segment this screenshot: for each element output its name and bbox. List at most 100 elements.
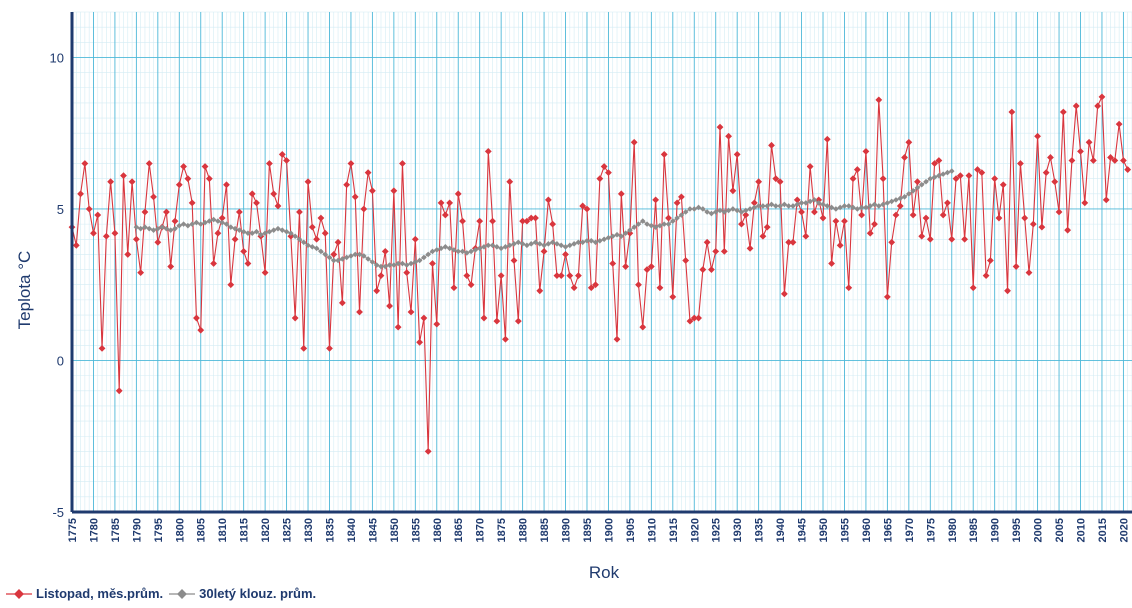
data-point-monthly bbox=[883, 293, 891, 301]
data-point-monthly bbox=[1021, 214, 1029, 222]
data-point-monthly bbox=[720, 247, 728, 255]
data-point-monthly bbox=[879, 175, 887, 183]
data-point-moving bbox=[253, 228, 260, 235]
x-tick-label: 1920 bbox=[689, 518, 701, 542]
data-point-monthly bbox=[360, 205, 368, 213]
data-point-monthly bbox=[1111, 157, 1119, 164]
data-point-monthly bbox=[935, 157, 943, 164]
x-tick-label: 1925 bbox=[711, 518, 723, 542]
data-point-moving bbox=[369, 259, 376, 265]
data-point-moving bbox=[725, 207, 732, 214]
data-point-moving bbox=[545, 241, 552, 247]
data-point-monthly bbox=[480, 314, 488, 322]
data-point-monthly bbox=[677, 193, 685, 201]
data-point-moving bbox=[275, 225, 281, 232]
data-point-monthly bbox=[416, 338, 424, 346]
x-tick-label: 1910 bbox=[646, 518, 658, 542]
data-point-monthly bbox=[1038, 223, 1046, 231]
data-point-moving bbox=[172, 225, 178, 232]
data-point-monthly bbox=[343, 181, 351, 189]
data-point-moving bbox=[348, 253, 354, 259]
data-point-monthly bbox=[188, 199, 196, 207]
data-point-moving bbox=[361, 253, 367, 259]
data-point-moving bbox=[635, 221, 642, 227]
data-point-moving bbox=[206, 218, 213, 224]
data-point-monthly bbox=[493, 317, 501, 325]
x-tick-label: 1875 bbox=[496, 518, 508, 542]
data-point-moving bbox=[768, 201, 775, 208]
data-point-moving bbox=[163, 225, 170, 232]
data-point-monthly bbox=[270, 190, 278, 198]
data-point-moving bbox=[682, 209, 689, 215]
x-tick-label: 1880 bbox=[518, 518, 530, 542]
data-point-moving bbox=[416, 257, 423, 264]
x-tick-label: 1820 bbox=[260, 518, 272, 542]
legend-label-monthly: Listopad, měs.prům. bbox=[36, 586, 164, 601]
data-point-moving bbox=[425, 251, 431, 258]
data-point-monthly bbox=[261, 269, 269, 277]
data-point-moving bbox=[399, 260, 406, 267]
legend-swatch-moving bbox=[169, 588, 196, 599]
data-point-moving bbox=[155, 225, 161, 232]
data-point-moving bbox=[815, 200, 822, 206]
data-point-monthly bbox=[429, 260, 436, 267]
minor-grid bbox=[72, 11, 1132, 512]
data-point-monthly bbox=[510, 257, 518, 264]
data-point-moving bbox=[824, 203, 831, 209]
data-point-moving bbox=[742, 207, 749, 214]
x-tick-label: 1830 bbox=[303, 518, 315, 542]
data-point-moving bbox=[438, 245, 444, 252]
data-point-moving bbox=[657, 222, 663, 229]
data-point-moving bbox=[811, 197, 818, 203]
data-point-moving bbox=[472, 247, 479, 253]
x-tick-label: 1855 bbox=[410, 518, 422, 542]
data-point-monthly bbox=[321, 229, 329, 237]
data-point-monthly bbox=[553, 272, 561, 280]
data-point-monthly bbox=[1120, 157, 1127, 164]
data-point-monthly bbox=[986, 257, 994, 264]
data-point-monthly bbox=[248, 190, 256, 198]
data-point-moving bbox=[189, 221, 195, 227]
data-point-monthly bbox=[1051, 178, 1059, 186]
x-tick-label: 2005 bbox=[1054, 518, 1066, 542]
data-point-moving bbox=[245, 230, 251, 237]
data-point-moving bbox=[395, 260, 401, 267]
data-point-monthly bbox=[1077, 147, 1084, 155]
data-point-moving bbox=[288, 230, 294, 237]
data-point-monthly bbox=[1042, 169, 1050, 177]
data-point-monthly bbox=[871, 220, 878, 228]
data-point-monthly bbox=[652, 196, 660, 204]
data-point-monthly bbox=[982, 272, 990, 280]
data-point-monthly bbox=[1034, 132, 1041, 140]
data-point-monthly bbox=[1098, 93, 1106, 101]
data-point-moving bbox=[618, 233, 625, 240]
data-point-moving bbox=[429, 248, 436, 255]
data-point-monthly bbox=[901, 154, 908, 161]
data-point-monthly bbox=[163, 208, 170, 216]
x-tick-label: 2015 bbox=[1097, 518, 1109, 542]
data-point-moving bbox=[468, 248, 474, 255]
data-point-moving bbox=[270, 227, 277, 233]
data-point-moving bbox=[283, 228, 290, 235]
data-point-monthly bbox=[502, 335, 509, 343]
data-point-moving bbox=[592, 239, 599, 246]
data-point-monthly bbox=[875, 96, 883, 104]
data-point-moving bbox=[451, 247, 457, 253]
data-point-monthly bbox=[1115, 120, 1123, 128]
data-point-moving bbox=[704, 209, 710, 215]
data-point-monthly bbox=[622, 263, 629, 270]
data-point-moving bbox=[485, 242, 492, 249]
data-point-moving bbox=[631, 224, 637, 230]
data-point-monthly bbox=[381, 247, 389, 255]
data-point-moving bbox=[605, 234, 612, 241]
x-tick-label: 1950 bbox=[818, 518, 830, 542]
data-point-moving bbox=[494, 244, 500, 250]
data-point-moving bbox=[712, 209, 719, 215]
x-tick-label: 1890 bbox=[561, 518, 573, 542]
data-point-monthly bbox=[613, 335, 621, 343]
data-point-monthly bbox=[665, 214, 672, 222]
data-point-monthly bbox=[750, 199, 758, 207]
data-point-monthly bbox=[171, 217, 179, 225]
data-point-moving bbox=[614, 231, 620, 238]
data-point-moving bbox=[845, 203, 852, 209]
